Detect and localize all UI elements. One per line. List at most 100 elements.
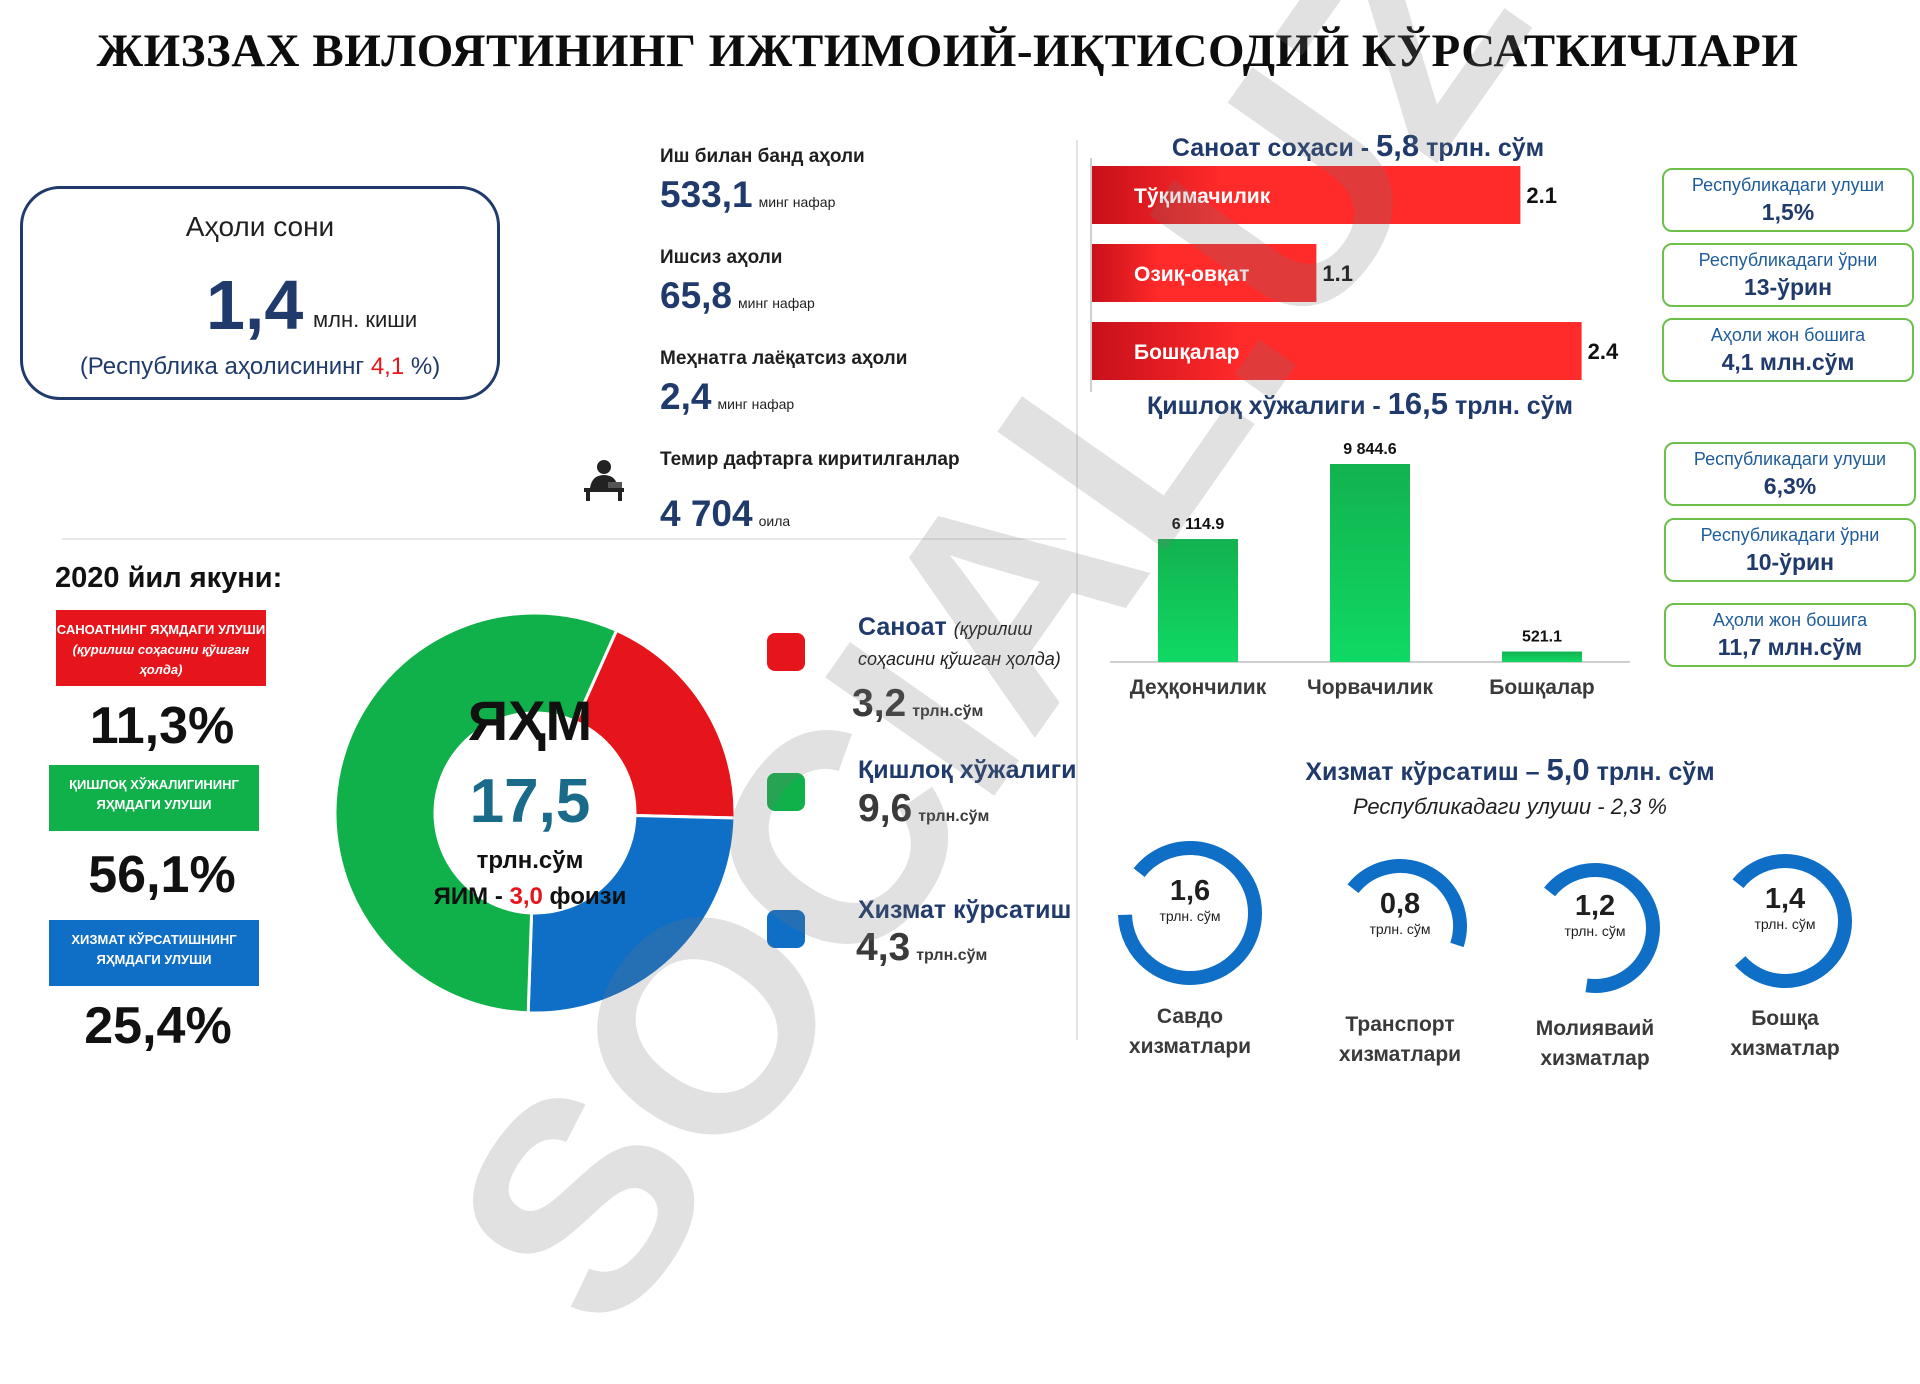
industry-bar	[1092, 322, 1582, 380]
industry-bar-value: 2.1	[1526, 183, 1557, 208]
donut-slice	[333, 611, 619, 1015]
disabled-label: Меҳнатга лаёқатсиз аҳоли	[660, 348, 908, 369]
service-ring-arc	[1118, 841, 1262, 985]
industry-title-unit: трлн. сўм	[1419, 134, 1545, 162]
population-label: Аҳоли сони	[185, 211, 335, 242]
legend-industry-number: 3,2	[852, 682, 907, 725]
industry-info-value: 4,1 млн.сўм	[1721, 349, 1855, 375]
donut-center-yim: ЯИМ - 3,0 фоизи	[380, 883, 680, 911]
horizontal-divider	[62, 538, 1066, 540]
iron-notebook-value: 4 704 оила	[660, 493, 790, 535]
agriculture-info-value: 10-ўрин	[1745, 549, 1835, 575]
service-ring	[1347, 859, 1467, 948]
services-title-unit: трлн. сўм	[1589, 758, 1715, 786]
donut-center-value: 17,5	[469, 767, 591, 836]
industry-bar	[1092, 166, 1521, 224]
services-title-value: 5,0	[1546, 752, 1590, 787]
service-ring-unit: трлн. сўм	[1564, 923, 1626, 939]
iron-notebook-number: 4 704	[660, 493, 753, 534]
service-ring-number: 1,2	[1574, 890, 1616, 922]
population-note-value: 4,1	[370, 353, 405, 380]
service-ring-label: Савдо хизматлари	[1128, 1005, 1252, 1058]
donut-slice	[573, 628, 737, 820]
industry-info-box: Республикадаги улуши 1,5%	[1662, 168, 1914, 232]
agriculture-bar-value: 6 114.9	[1172, 516, 1225, 533]
donut-center-unit: трлн.сўм	[476, 847, 584, 874]
agriculture-category-label: Деҳқончилик	[1130, 676, 1267, 699]
unemployed-unit: минг нафар	[738, 295, 815, 311]
services-share-badge: ХИЗМАТ КЎРСАТИШНИНГ ЯҲМДАГИ УЛУШИ	[49, 920, 259, 986]
service-ring-number: 0,8	[1379, 888, 1421, 920]
service-ring-unit: трлн. сўм	[1369, 921, 1431, 937]
service-ring-label: Транспорт хизматлари	[1338, 1013, 1462, 1066]
unemployed-number: 65,8	[660, 275, 733, 316]
population-unit: млн. киши	[313, 307, 418, 332]
vertical-divider	[1076, 140, 1078, 1040]
service-ring-arc	[1347, 859, 1467, 948]
industry-bar	[1092, 244, 1317, 302]
legend-industry-name: Саноат	[858, 613, 947, 641]
legend-industry-title: Саноат (қурилиш соҳасини қўшган ҳолда)	[858, 613, 1088, 673]
legend-services-title: Хизмат кўрсатиш	[858, 896, 1072, 924]
population-note: (Республика аҳолисининг 4,1 %)	[23, 353, 497, 381]
agriculture-category-label: Бошқалар	[1489, 676, 1594, 699]
population-note-suffix: %)	[404, 353, 441, 380]
industry-share-label: САНОАТНИНГ ЯҲМДАГИ УЛУШИ	[56, 622, 266, 637]
industry-info-label: Республикадаги улуши	[1691, 175, 1885, 195]
disabled-unit: минг нафар	[717, 396, 795, 412]
legend-services-number: 4,3	[856, 926, 911, 969]
agriculture-info-label: Республикадаги улуши	[1693, 449, 1887, 469]
legend-industry-note: (қурилиш соҳасини қўшган ҳолда)	[858, 619, 1061, 669]
agriculture-bar-value: 521.1	[1522, 629, 1562, 646]
legend-services-unit: трлн.сўм	[916, 947, 988, 964]
industry-bar-value: 1.1	[1322, 261, 1353, 286]
donut-slice	[526, 813, 737, 1015]
industry-chart-title: Саноат соҳаси - 5,8 трлн. сўм	[1098, 128, 1618, 164]
gdp-donut-chart	[333, 611, 737, 1015]
year-label: 2020 йил якуни:	[55, 562, 283, 594]
service-ring-number: 1,6	[1169, 875, 1211, 907]
disabled-number: 2,4	[660, 376, 712, 417]
service-ring-value: 1,4 трлн. сўм	[1710, 883, 1860, 932]
services-title: Хизмат кўрсатиш – 5,0 трлн. сўм	[1230, 752, 1790, 788]
industry-info-box: Аҳоли жон бошига 4,1 млн.сўм	[1662, 318, 1914, 382]
industry-info-value: 13-ўрин	[1743, 274, 1833, 300]
legend-industry-swatch	[767, 633, 805, 671]
agriculture-info-label: Республикадаги ўрни	[1700, 525, 1880, 545]
yim-prefix: ЯИМ -	[433, 883, 510, 910]
service-ring-value: 0,8 трлн. сўм	[1325, 888, 1475, 937]
industry-info-value: 1,5%	[1761, 199, 1815, 225]
industry-bar-label: Озиқ-овқат	[1134, 263, 1249, 286]
industry-bar-chart: Тўқимачилик 2.1 Озиқ-овқат 1.1 Бошқалар 2.4	[1090, 158, 1619, 392]
agriculture-title-prefix: Қишлоқ хўжалиги -	[1146, 392, 1388, 420]
service-ring-arc	[1732, 854, 1852, 988]
worker-desk-icon	[584, 460, 624, 501]
yim-suffix: фоизи	[542, 883, 627, 910]
services-subtitle: Республикадаги улуши - 2,3 %	[1353, 794, 1667, 819]
service-ring-unit: трлн. сўм	[1159, 908, 1221, 924]
industry-bar-label: Тўқимачилик	[1134, 185, 1271, 208]
service-ring-unit: трлн. сўм	[1754, 916, 1816, 932]
services-title-prefix: Хизмат кўрсатиш –	[1305, 758, 1547, 786]
industry-info-box: Республикадаги ўрни 13-ўрин	[1662, 243, 1914, 307]
unemployed-label: Ишсиз аҳоли	[660, 247, 783, 268]
population-value: 1,4	[206, 266, 304, 344]
agriculture-info-value: 11,7 млн.сўм	[1717, 634, 1863, 660]
agriculture-info-box: Республикадаги ўрни 10-ўрин	[1664, 518, 1916, 582]
legend-agriculture-swatch	[767, 773, 805, 811]
agriculture-info-box: Аҳоли жон бошига 11,7 млн.сўм	[1664, 603, 1916, 667]
service-ring	[1544, 863, 1660, 993]
service-ring	[1118, 841, 1262, 985]
agriculture-info-box: Республикадаги улуши 6,3%	[1664, 442, 1916, 506]
iron-notebook-unit: оила	[758, 513, 791, 529]
legend-services-value: 4,3 трлн.сўм	[856, 926, 987, 970]
service-ring-label: Молияваий хизматлар	[1535, 1017, 1655, 1070]
industry-title-prefix: Саноат соҳаси -	[1171, 134, 1377, 162]
agriculture-title-unit: трлн. сўм	[1448, 392, 1574, 420]
service-ring-value: 1,6 трлн. сўм	[1115, 875, 1265, 924]
legend-services-swatch	[767, 910, 805, 948]
industry-info-label: Аҳоли жон бошига	[1710, 325, 1866, 345]
agriculture-bar	[1502, 651, 1582, 662]
industry-share-value: 11,3%	[89, 697, 235, 755]
agriculture-category-label: Чорвачилик	[1307, 676, 1434, 699]
